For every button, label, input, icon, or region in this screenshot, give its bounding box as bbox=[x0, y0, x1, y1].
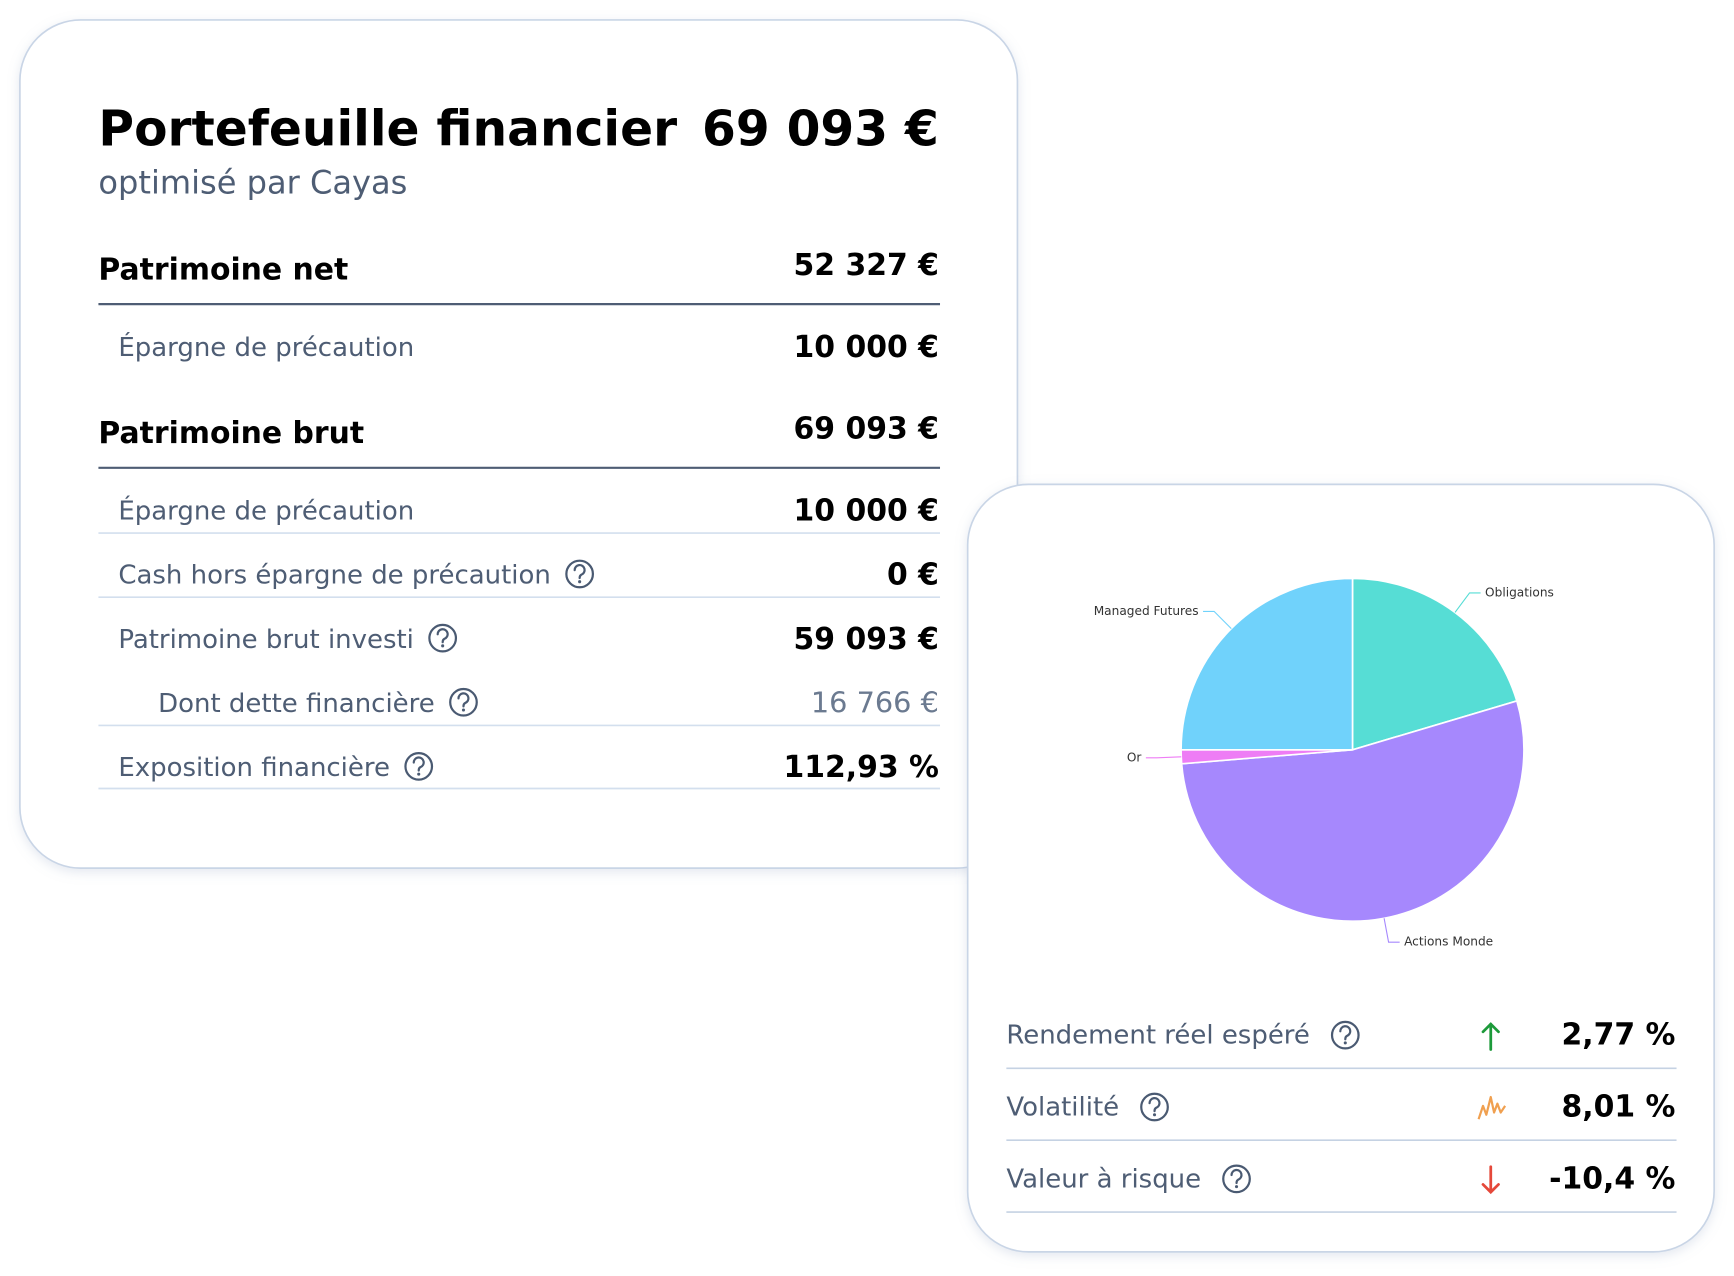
help-icon[interactable] bbox=[428, 623, 458, 653]
row-label: Cash hors épargne de précaution bbox=[118, 561, 551, 591]
row-value: 16 766 € bbox=[811, 685, 939, 719]
trend-up-icon bbox=[1481, 1022, 1500, 1051]
leader-line bbox=[1203, 610, 1232, 629]
help-icon[interactable] bbox=[1222, 1164, 1251, 1194]
row-label: Épargne de précaution bbox=[118, 495, 414, 527]
help-dot bbox=[1234, 1185, 1239, 1189]
slice-label: Or bbox=[1127, 750, 1142, 764]
help-dot bbox=[461, 708, 466, 712]
help-dot bbox=[1152, 1113, 1157, 1117]
help-glyph bbox=[1339, 1025, 1352, 1041]
row-value: 52 327 € bbox=[794, 248, 939, 283]
card-title: Portefeuille financier bbox=[98, 102, 677, 158]
help-circle bbox=[404, 752, 434, 781]
help-circle bbox=[428, 623, 458, 653]
metric-label: Rendement réel espéré bbox=[1006, 1021, 1310, 1051]
row-label: Patrimoine net bbox=[98, 252, 348, 287]
leader-line bbox=[1145, 756, 1182, 759]
help-circle bbox=[1140, 1092, 1169, 1122]
help-circle bbox=[449, 687, 478, 717]
card-total: 69 093 € bbox=[702, 102, 939, 158]
metric-label: Valeur à risque bbox=[1006, 1164, 1201, 1194]
metric-value: -10,4 % bbox=[1549, 1161, 1675, 1196]
row-label: Épargne de précaution bbox=[118, 331, 414, 363]
help-icon[interactable] bbox=[449, 687, 478, 717]
help-glyph bbox=[436, 628, 449, 644]
pie-slice bbox=[1351, 577, 1518, 751]
help-circle bbox=[1330, 1020, 1360, 1050]
help-circle bbox=[565, 559, 595, 589]
slice-label: Obligations bbox=[1485, 585, 1554, 599]
portfolio-card bbox=[19, 19, 1019, 869]
row-value: 112,93 % bbox=[783, 750, 938, 785]
metric-label: Volatilité bbox=[1006, 1093, 1119, 1123]
help-dot bbox=[417, 772, 421, 776]
row-value: 69 093 € bbox=[794, 412, 939, 447]
slice-label: Actions Monde bbox=[1404, 935, 1493, 949]
help-dot bbox=[441, 644, 445, 648]
help-glyph bbox=[457, 692, 470, 708]
help-glyph bbox=[1230, 1168, 1243, 1185]
pie-chart: Obligations Actions Monde Or Managed Future… bbox=[1094, 577, 1554, 949]
stage: Portefeuille financier optimisé par Caya… bbox=[19, 19, 1715, 1253]
row-value: 0 € bbox=[887, 558, 939, 593]
leader-line bbox=[1383, 918, 1400, 943]
row-label: Patrimoine brut investi bbox=[118, 625, 414, 655]
help-icon[interactable] bbox=[404, 752, 434, 781]
help-icon[interactable] bbox=[1140, 1092, 1169, 1122]
metric-value: 8,01 % bbox=[1562, 1090, 1676, 1125]
metrics: Rendement réel espéré 2,77 % Volatilité 8,0… bbox=[1006, 1018, 1677, 1213]
metric-value: 2,77 % bbox=[1562, 1018, 1676, 1053]
help-glyph bbox=[412, 756, 425, 772]
help-circle bbox=[1222, 1164, 1251, 1194]
help-icon[interactable] bbox=[1330, 1020, 1360, 1050]
row-value: 59 093 € bbox=[794, 622, 939, 657]
pie-slice bbox=[1180, 699, 1525, 923]
row-label: Patrimoine brut bbox=[98, 416, 364, 451]
row-label: Dont dette financière bbox=[158, 689, 435, 719]
help-icon[interactable] bbox=[565, 559, 595, 589]
row-value: 10 000 € bbox=[794, 330, 939, 365]
card-subtitle: optimisé par Cayas bbox=[98, 164, 407, 202]
slice-label: Managed Futures bbox=[1094, 604, 1199, 618]
help-glyph bbox=[1148, 1097, 1161, 1113]
trend-down-icon bbox=[1481, 1165, 1500, 1195]
pie-slice bbox=[1180, 577, 1354, 751]
row-label: Exposition financière bbox=[118, 753, 390, 783]
help-glyph bbox=[573, 563, 586, 580]
row-value: 10 000 € bbox=[794, 494, 939, 529]
help-dot bbox=[1343, 1041, 1347, 1045]
leader-line bbox=[1454, 592, 1481, 613]
rows: Patrimoine net 52 327 € Épargne de précaut… bbox=[98, 248, 941, 790]
help-dot bbox=[578, 580, 582, 584]
volatility-icon bbox=[1477, 1095, 1507, 1120]
